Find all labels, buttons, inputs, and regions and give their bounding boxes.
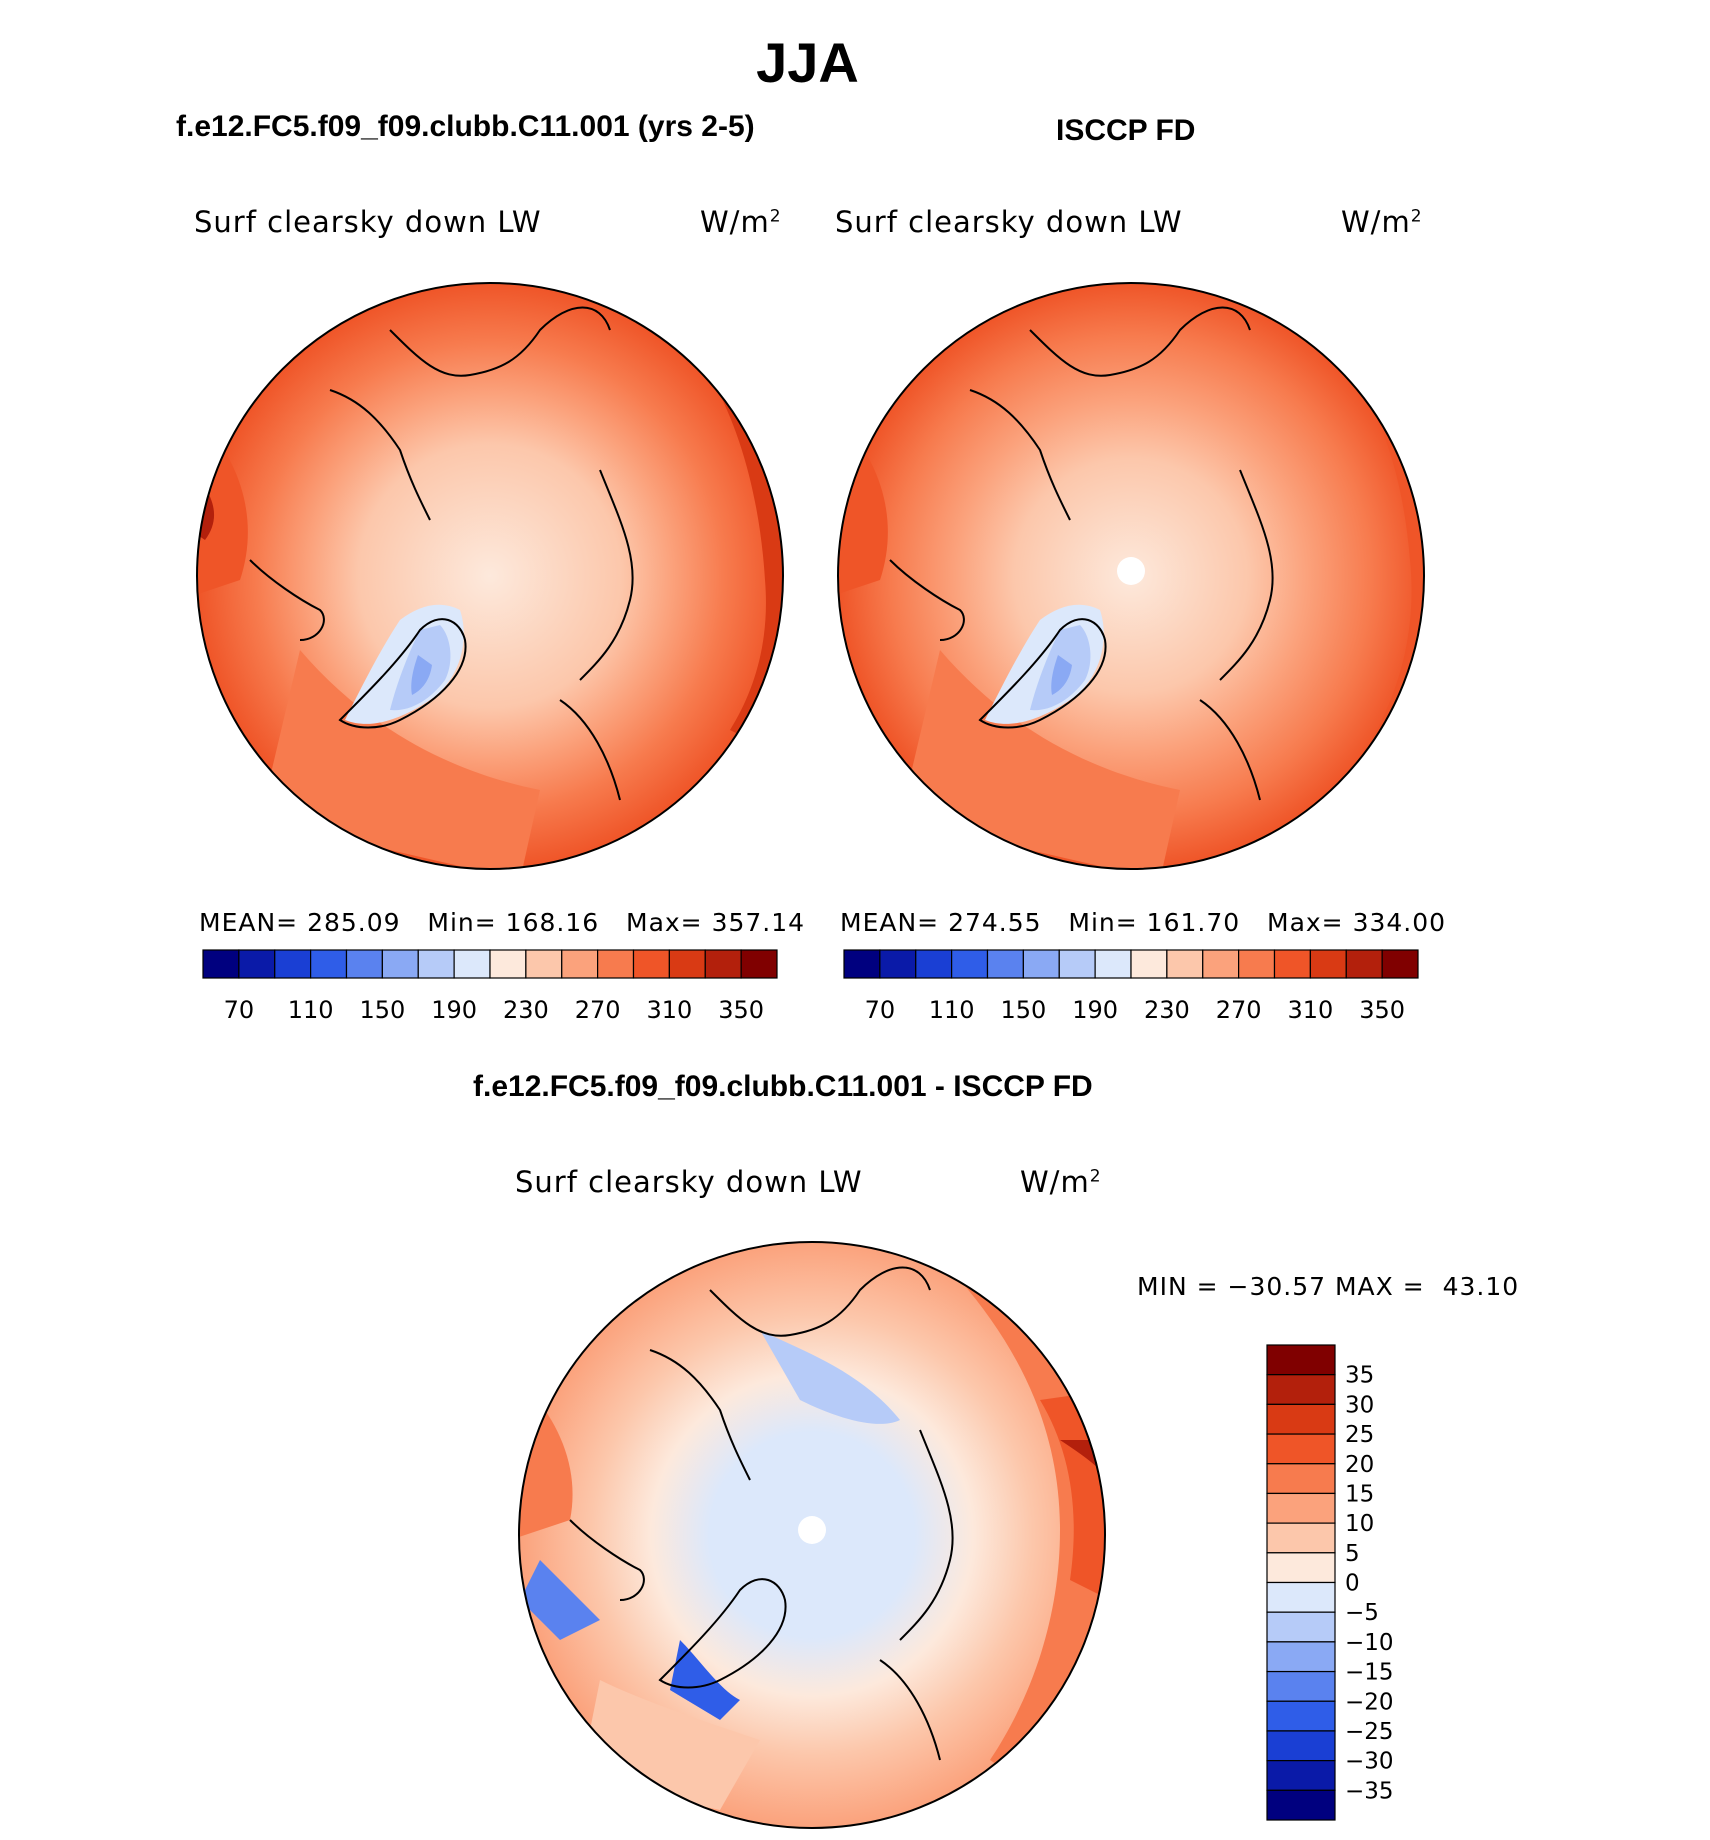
colorbar-tick-label: 310 [1287, 996, 1333, 1024]
colorbar-tick-label: −30 [1345, 1749, 1394, 1775]
colorbar-tick-label: −10 [1345, 1630, 1394, 1656]
colorbar-swatch [381, 949, 419, 979]
colorbar-tick-label: 230 [1144, 996, 1190, 1024]
colorbar-tick-label: 110 [929, 996, 975, 1024]
colorbar-swatch [986, 949, 1024, 979]
colorbar-swatch [561, 949, 599, 979]
colorbar-tick-label: 350 [1359, 996, 1405, 1024]
colorbar-swatch [1309, 949, 1347, 979]
colorbar-swatch [417, 949, 455, 979]
right-colorbar: 70 110 150 190 230 270 310 350 [843, 949, 1419, 1024]
colorbar-swatch [310, 949, 348, 979]
colorbar-tick-label: 230 [503, 996, 549, 1024]
colorbar-swatch [1266, 1374, 1336, 1405]
colorbar-swatch [1266, 1789, 1336, 1821]
colorbar-tick-label: 10 [1345, 1511, 1374, 1537]
diff-variable-label: Surf clearsky down LW [515, 1165, 863, 1199]
main-title: JJA [756, 31, 859, 94]
colorbar-swatch [915, 949, 953, 979]
left-stats: MEAN= 285.09 Min= 168.16 Max= 357.14 [199, 908, 806, 937]
left-variable-label: Surf clearsky down LW [194, 205, 542, 239]
colorbar-tick-label: 270 [575, 996, 621, 1024]
colorbar-swatch [1166, 949, 1204, 979]
colorbar-swatch [1266, 1760, 1336, 1791]
colorbar-swatch [1130, 949, 1168, 979]
colorbar-tick-label: 150 [1000, 996, 1046, 1024]
left-units-label: W/m2 [700, 205, 782, 239]
left-polar-map [196, 282, 784, 870]
diff-units-label: W/m2 [1020, 1165, 1102, 1199]
colorbar-swatch [525, 949, 563, 979]
colorbar-swatch [1381, 949, 1419, 979]
colorbar-tick-label: 190 [1072, 996, 1118, 1024]
colorbar-tick-label: 70 [224, 996, 255, 1024]
colorbar-swatch [1094, 949, 1132, 979]
colorbar-swatch [238, 949, 276, 979]
colorbar-swatch [632, 949, 670, 979]
diff-polar-map [518, 1241, 1106, 1829]
colorbar-swatch [1273, 949, 1311, 979]
colorbar-swatch [879, 949, 917, 979]
colorbar-swatch [1266, 1344, 1336, 1376]
colorbar-tick-label: 310 [646, 996, 692, 1024]
colorbar-tick-label: 35 [1345, 1363, 1374, 1389]
colorbar-tick-label: 15 [1345, 1481, 1374, 1507]
colorbar-swatch [1266, 1433, 1336, 1465]
diff-colorbar: 35 30 25 20 15 10 5 0 −5 −10 −15 −20 −25 −30 −35 [1266, 1344, 1394, 1821]
colorbar-tick-label: 70 [865, 996, 896, 1024]
colorbar-tick-label: 150 [359, 996, 405, 1024]
colorbar-swatch [1266, 1581, 1336, 1613]
colorbar-tick-label: −5 [1345, 1600, 1379, 1626]
colorbar-swatch [1266, 1730, 1336, 1762]
colorbar-swatch [1345, 949, 1383, 979]
colorbar-swatch [1266, 1552, 1336, 1584]
colorbar-tick-label: 270 [1216, 996, 1262, 1024]
colorbar-swatch [202, 949, 240, 979]
left-colorbar: 70 110 150 190 230 270 310 350 [202, 949, 778, 1024]
colorbar-swatch [597, 949, 635, 979]
colorbar-tick-label: 190 [431, 996, 477, 1024]
left-panel-title: f.e12.FC5.f09_f09.clubb.C11.001 (yrs 2-5… [176, 110, 755, 143]
colorbar-swatch [1266, 1492, 1336, 1524]
colorbar-swatch [1266, 1700, 1336, 1732]
colorbar-swatch [1022, 949, 1060, 979]
colorbar-swatch [704, 949, 742, 979]
colorbar-tick-label: 0 [1345, 1571, 1360, 1597]
colorbar-swatch [274, 949, 312, 979]
right-units-label: W/m2 [1341, 205, 1423, 239]
colorbar-swatch [1202, 949, 1240, 979]
colorbar-swatch [1266, 1403, 1336, 1435]
colorbar-tick-label: −20 [1345, 1689, 1394, 1715]
colorbar-swatch [1266, 1670, 1336, 1702]
colorbar-swatch [951, 949, 989, 979]
colorbar-swatch [668, 949, 706, 979]
colorbar-tick-label: −15 [1345, 1660, 1394, 1686]
colorbar-swatch [453, 949, 491, 979]
colorbar-swatch [345, 949, 383, 979]
colorbar-swatch [843, 949, 881, 979]
colorbar-tick-label: 110 [288, 996, 334, 1024]
colorbar-swatch [1266, 1463, 1336, 1495]
right-variable-label: Surf clearsky down LW [835, 205, 1183, 239]
colorbar-tick-label: 20 [1345, 1452, 1374, 1478]
colorbar-tick-label: −25 [1345, 1719, 1394, 1745]
colorbar-tick-label: 30 [1345, 1392, 1374, 1418]
right-polar-map [837, 282, 1425, 870]
diff-stats: MIN = −30.57 MAX = 43.10 [1137, 1272, 1520, 1301]
colorbar-tick-label: −35 [1345, 1778, 1394, 1804]
right-stats: MEAN= 274.55 Min= 161.70 Max= 334.00 [840, 908, 1447, 937]
colorbar-swatch [1058, 949, 1096, 979]
colorbar-swatch [1266, 1641, 1336, 1673]
colorbar-swatch [1238, 949, 1276, 979]
diff-panel-title: f.e12.FC5.f09_f09.clubb.C11.001 - ISCCP … [473, 1070, 1093, 1103]
colorbar-swatch [1266, 1522, 1336, 1554]
colorbar-tick-label: 5 [1345, 1541, 1360, 1567]
right-panel-title: ISCCP FD [1056, 114, 1196, 147]
colorbar-swatch [489, 949, 527, 979]
colorbar-swatch [1266, 1611, 1336, 1643]
colorbar-tick-label: 25 [1345, 1422, 1374, 1448]
colorbar-tick-label: 350 [718, 996, 764, 1024]
colorbar-swatch [740, 949, 778, 979]
